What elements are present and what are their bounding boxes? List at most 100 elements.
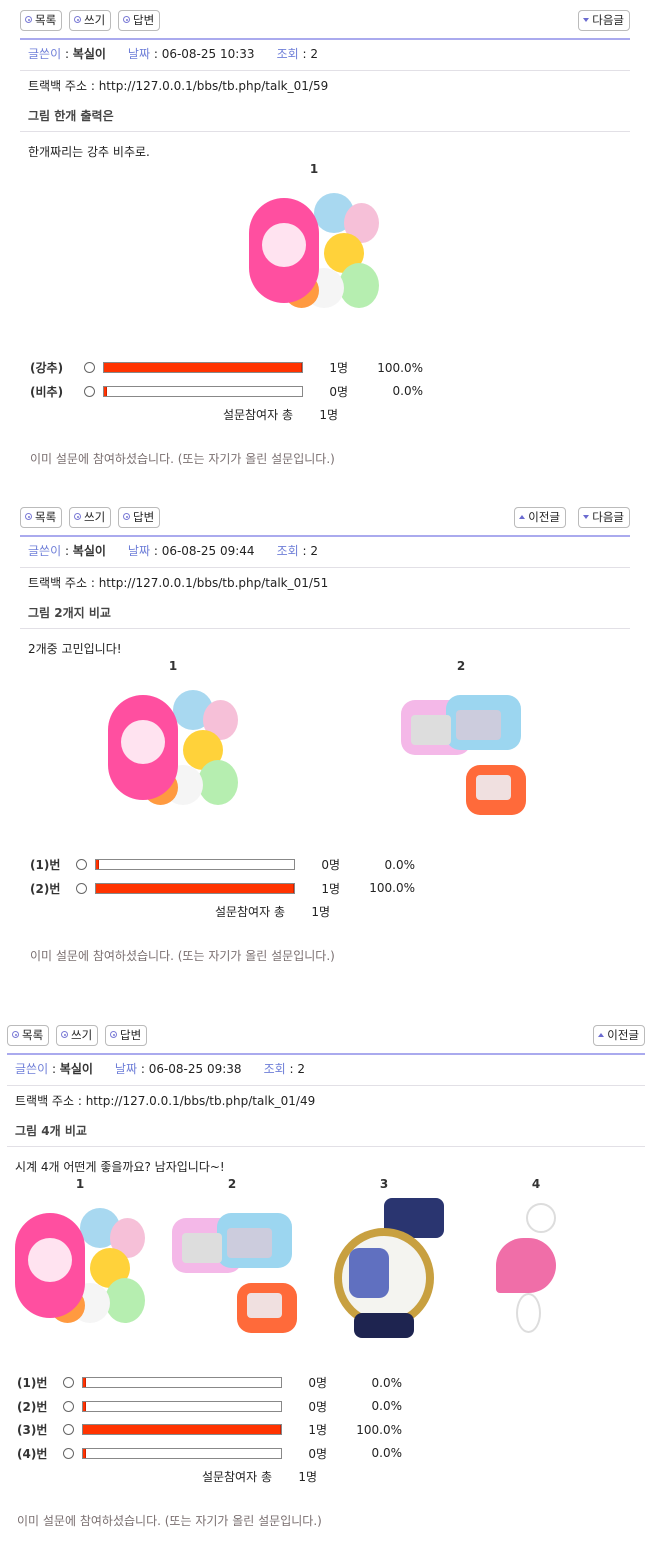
option-radio[interactable] (84, 362, 95, 374)
option-label: (2)번 (30, 881, 61, 896)
watch-shape (227, 1228, 272, 1258)
list-button[interactable]: 목록 (7, 1025, 50, 1046)
image-number: 3 (379, 1177, 389, 1191)
divider (20, 70, 630, 71)
write-button[interactable]: 쓰기 (69, 10, 112, 31)
vote-count: 0명 (308, 1376, 327, 1391)
vote-percent: 0.0% (371, 1399, 403, 1414)
poll-option: (3)번 1명 100.0% (17, 1418, 402, 1442)
bullet-icon (25, 513, 32, 520)
watch-shape (198, 760, 238, 805)
watch-shape (182, 1233, 222, 1263)
watch-shape (105, 1278, 145, 1323)
trackback: 트랙백 주소 : http://127.0.0.1/bbs/tb.php/tal… (28, 576, 329, 590)
vote-count: 1명 (308, 1423, 327, 1438)
already-voted-message: 이미 설문에 참여하셨습니다. (또는 자기가 올린 설문입니다.) (30, 451, 335, 466)
image-number: 1 (75, 1177, 85, 1191)
option-radio[interactable] (76, 882, 87, 894)
date-value: 06-08-25 09:44 (161, 544, 255, 558)
next-post-button[interactable]: 다음글 (578, 507, 630, 528)
arrow-up-icon (519, 515, 526, 519)
result-bar-fill (83, 1448, 86, 1458)
watch-shape (496, 1238, 556, 1293)
divider (20, 567, 630, 568)
bullet-icon (123, 16, 130, 23)
poll-option: (2)번 0명 0.0% (17, 1395, 402, 1419)
result-bar (82, 1400, 282, 1412)
option-radio[interactable] (63, 1377, 74, 1389)
image-number: 2 (227, 1177, 237, 1191)
vote-count: 0명 (308, 1446, 327, 1461)
author-label: 글쓴이 (28, 544, 62, 558)
poll-image-item: 1 (244, 162, 384, 323)
author-value: 복실이 (72, 544, 106, 558)
option-radio[interactable] (63, 1424, 74, 1436)
reply-label: 답변 (133, 13, 155, 27)
list-button[interactable]: 목록 (20, 10, 63, 31)
next-post-button[interactable]: 다음글 (578, 10, 630, 31)
trackback: 트랙백 주소 : http://127.0.0.1/bbs/tb.php/tal… (15, 1094, 316, 1108)
reply-label: 답변 (133, 510, 155, 524)
option-radio[interactable] (63, 1400, 74, 1412)
date-label: 날짜 (127, 47, 151, 61)
result-bar-fill (83, 1401, 86, 1411)
arrow-up-icon (598, 1033, 605, 1037)
vote-count: 1명 (321, 881, 340, 896)
poll-image-item: 2 (162, 1177, 302, 1338)
option-label: (3)번 (17, 1423, 48, 1438)
reply-button[interactable]: 답변 (118, 507, 161, 528)
poll-results: (1)번 0명 0.0% (2)번 1명 100.0% 설문참여자 총 1명 (30, 853, 415, 924)
trackback-label: 트랙백 주소 (28, 576, 88, 590)
post-title: 그림 2개지 비교 (28, 606, 111, 620)
watch-shape (349, 1248, 389, 1298)
poll-option: (1)번 0명 0.0% (17, 1371, 402, 1395)
option-radio[interactable] (84, 385, 95, 397)
trackback-url[interactable]: http://127.0.0.1/bbs/tb.php/talk_01/49 (85, 1094, 316, 1108)
result-bar (82, 1424, 282, 1436)
reply-button[interactable]: 답변 (118, 10, 161, 31)
watch-shape (516, 1293, 541, 1333)
poll-total: 설문참여자 총 1명 (30, 403, 423, 427)
header-divider (20, 535, 630, 537)
views-label: 조회 (276, 47, 299, 61)
option-radio[interactable] (63, 1447, 74, 1459)
poll-results: (강추) 1명 100.0% (비추) 0명 0.0% 설문참여자 총 1명 (30, 356, 423, 427)
result-bar (103, 362, 303, 374)
poll-image-item: 4 (466, 1177, 606, 1338)
result-bar (82, 1447, 282, 1459)
option-label: (1)번 (17, 1376, 48, 1391)
divider (20, 628, 630, 629)
vote-percent: 100.0% (369, 881, 415, 896)
views-value: 2 (297, 1062, 305, 1076)
trackback-url[interactable]: http://127.0.0.1/bbs/tb.php/talk_01/51 (98, 576, 329, 590)
already-voted-message: 이미 설문에 참여하셨습니다. (또는 자기가 올린 설문입니다.) (30, 948, 335, 963)
reply-button[interactable]: 답변 (105, 1025, 148, 1046)
result-bar-fill (83, 1378, 86, 1388)
arrow-down-icon (583, 515, 590, 519)
write-button[interactable]: 쓰기 (69, 507, 112, 528)
poll-results: (1)번 0명 0.0% (2)번 0명 0.0% (3)번 1명 100.0% (4)번 0명 0.… (17, 1371, 402, 1489)
trackback-url[interactable]: http://127.0.0.1/bbs/tb.php/talk_01/59 (98, 79, 329, 93)
post-body: 2개중 고민입니다! (28, 642, 122, 656)
prev-post-button[interactable]: 이전글 (514, 507, 566, 528)
author-value: 복실이 (59, 1062, 93, 1076)
vote-count: 1명 (329, 361, 348, 376)
date-value: 06-08-25 09:38 (148, 1062, 242, 1076)
list-button[interactable]: 목록 (20, 507, 63, 528)
vote-percent: 0.0% (392, 384, 424, 399)
bullet-icon (123, 513, 130, 520)
prev-post-button[interactable]: 이전글 (593, 1025, 645, 1046)
trackback-label: 트랙백 주소 (15, 1094, 75, 1108)
write-button[interactable]: 쓰기 (56, 1025, 99, 1046)
vote-percent: 100.0% (356, 1422, 402, 1437)
toolbar: 목록 쓰기 답변 다음글 (20, 10, 630, 32)
post: 목록 쓰기 답변 이전글 글쓴이 : 복실이 날짜 : 06-08-25 09:38 조회 … (7, 1025, 645, 1545)
total-count: 1명 (298, 1470, 317, 1485)
views-label: 조회 (263, 1062, 286, 1076)
bullet-icon (74, 16, 81, 23)
views-value: 2 (310, 47, 318, 61)
write-label: 쓰기 (71, 1028, 93, 1042)
option-radio[interactable] (76, 859, 87, 871)
post-meta: 글쓴이 : 복실이 날짜 : 06-08-25 09:38 조회 : 2 (15, 1062, 305, 1076)
cartoon-watch-image (314, 1193, 454, 1338)
